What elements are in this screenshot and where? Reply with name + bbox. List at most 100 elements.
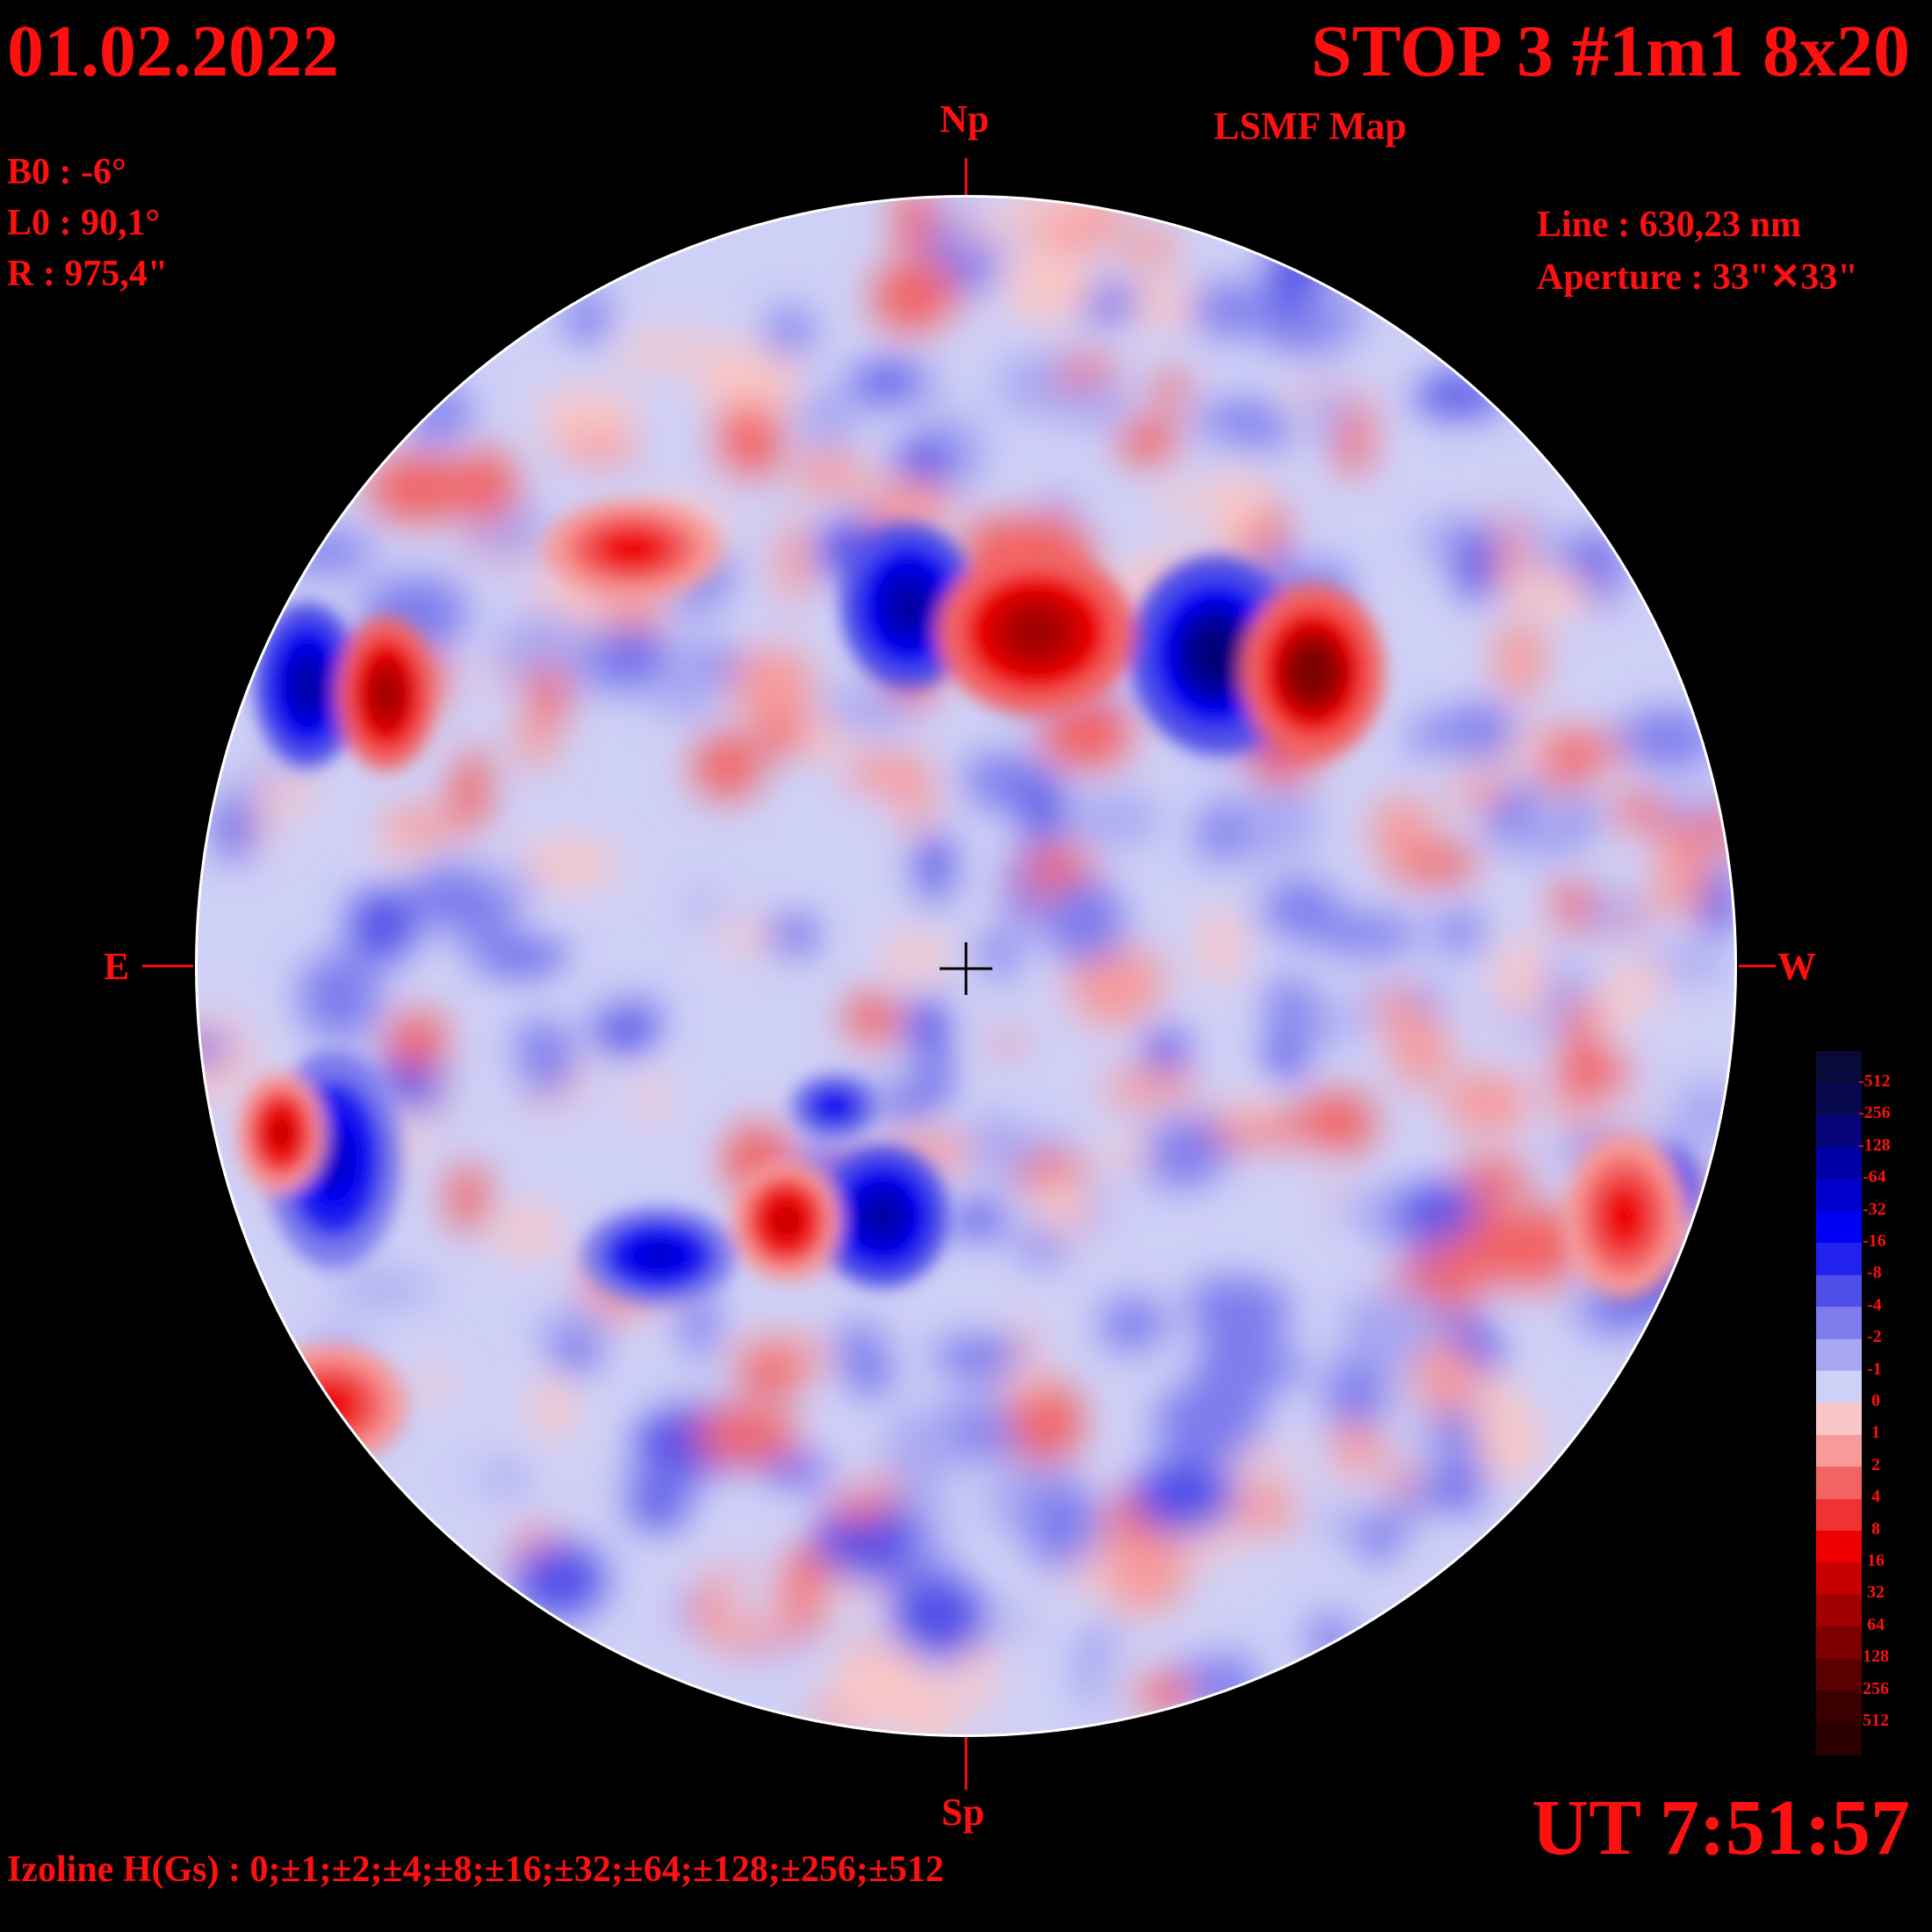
weak-field-blob xyxy=(1300,499,1395,526)
weak-field-blob xyxy=(886,1405,959,1497)
weak-field-blob xyxy=(948,216,1026,242)
positive-field-region xyxy=(274,1361,385,1449)
legend-swatch xyxy=(1816,1434,1862,1468)
weak-field-blob xyxy=(1229,1095,1273,1129)
legend-swatch xyxy=(1816,1307,1862,1340)
weak-field-blob xyxy=(611,592,665,632)
weak-field-blob xyxy=(1592,991,1637,1032)
universal-time: UT 7:51:57 xyxy=(1532,1784,1910,1871)
weak-field-blob xyxy=(529,661,568,729)
weak-field-blob xyxy=(496,610,593,694)
weak-field-blob xyxy=(1332,1419,1382,1481)
weak-field-blob xyxy=(1105,1530,1189,1612)
weak-field-blob xyxy=(739,1350,803,1399)
positive-field-region xyxy=(269,1115,293,1150)
legend-swatch xyxy=(1816,1467,1862,1500)
weak-field-blob xyxy=(1211,1651,1257,1730)
weak-field-blob xyxy=(1327,1195,1419,1224)
weak-field-blob xyxy=(1613,710,1719,768)
weak-field-blob xyxy=(713,922,775,952)
map-subtitle: LSMF Map xyxy=(1214,105,1407,148)
weak-field-blob xyxy=(386,1012,451,1071)
weak-field-blob xyxy=(1542,750,1584,795)
weak-field-blob xyxy=(829,1496,888,1524)
weak-field-blob xyxy=(1496,1254,1573,1294)
weak-field-blob xyxy=(1457,1157,1534,1194)
positive-field-region xyxy=(1008,609,1064,656)
weak-field-blob xyxy=(1114,280,1203,328)
weak-field-blob xyxy=(501,865,539,901)
legend-swatch xyxy=(1816,1562,1862,1596)
legend-swatch xyxy=(1816,1498,1862,1532)
weak-field-blob xyxy=(1132,1459,1236,1535)
legend-label: -512 xyxy=(1858,1071,1891,1091)
weak-field-blob xyxy=(514,1246,575,1323)
weak-field-blob xyxy=(1006,198,1099,219)
weak-field-blob xyxy=(1371,795,1434,865)
weak-field-blob xyxy=(815,792,907,841)
legend-label: -256 xyxy=(1858,1103,1891,1123)
legend-label: 64 xyxy=(1867,1614,1885,1634)
weak-field-blob xyxy=(837,1322,886,1374)
weak-field-blob xyxy=(646,650,723,720)
weak-field-blob xyxy=(1495,936,1546,1020)
weak-field-blob xyxy=(218,790,255,862)
weak-field-blob xyxy=(895,1677,958,1734)
weak-field-blob xyxy=(861,479,954,536)
weak-field-blob xyxy=(758,716,808,756)
weak-field-blob xyxy=(1492,514,1528,592)
legend-label: 128 xyxy=(1863,1647,1889,1667)
weak-field-blob xyxy=(571,271,609,311)
weak-field-blob xyxy=(1236,785,1320,860)
weak-field-blob xyxy=(442,1042,525,1121)
legend-label: 1 xyxy=(1871,1423,1880,1443)
weak-field-blob xyxy=(848,1049,922,1091)
negative-field-region xyxy=(637,1242,681,1270)
legend-label: 8 xyxy=(1871,1518,1880,1539)
weak-field-blob xyxy=(703,590,793,655)
weak-field-blob xyxy=(1307,1613,1356,1665)
weak-field-blob xyxy=(454,449,519,525)
weak-field-blob xyxy=(331,1271,434,1306)
weak-field-blob xyxy=(436,867,520,943)
observation-date: 01.02.2022 xyxy=(7,11,339,92)
weak-field-blob xyxy=(765,308,814,357)
weak-field-blob xyxy=(1656,789,1727,823)
legend-swatch xyxy=(1816,1274,1862,1308)
legend-label: -1 xyxy=(1867,1359,1882,1379)
weak-field-blob xyxy=(1474,1401,1542,1481)
legend-label: 512 xyxy=(1863,1711,1889,1730)
weak-field-blob xyxy=(638,1373,696,1401)
weak-field-blob xyxy=(1376,984,1417,1039)
legend-label: -2 xyxy=(1867,1327,1882,1347)
weak-field-blob xyxy=(729,1573,778,1623)
weak-field-blob xyxy=(406,1373,453,1401)
weak-field-blob xyxy=(556,434,641,466)
negative-field-region xyxy=(890,582,928,630)
weak-field-blob xyxy=(1043,878,1126,964)
weak-field-blob xyxy=(1585,890,1631,933)
positive-field-region xyxy=(608,535,657,563)
weak-field-blob xyxy=(821,685,913,732)
param-line: Line : 630,23 nm xyxy=(1537,205,1802,245)
weak-field-blob xyxy=(1198,907,1244,985)
weak-field-blob xyxy=(1455,524,1496,602)
weak-field-blob xyxy=(573,978,642,1006)
legend-swatch xyxy=(1816,1371,1862,1404)
legend-swatch xyxy=(1816,1114,1862,1149)
weak-field-blob xyxy=(507,1020,576,1099)
weak-field-blob xyxy=(1549,1048,1633,1103)
weak-field-blob xyxy=(1121,228,1179,267)
weak-field-blob xyxy=(348,888,416,963)
weak-field-blob xyxy=(1410,374,1506,416)
map-title: STOP 3 #1m1 8x20 xyxy=(1310,11,1910,92)
legend-label: -128 xyxy=(1858,1135,1891,1155)
weak-field-blob xyxy=(1193,1276,1292,1348)
weak-field-blob xyxy=(451,746,489,833)
legend-swatch xyxy=(1816,1658,1862,1691)
weak-field-blob xyxy=(627,1487,689,1528)
weak-field-blob xyxy=(948,1201,1006,1236)
weak-field-blob xyxy=(1450,703,1517,763)
weak-field-blob xyxy=(249,777,322,810)
